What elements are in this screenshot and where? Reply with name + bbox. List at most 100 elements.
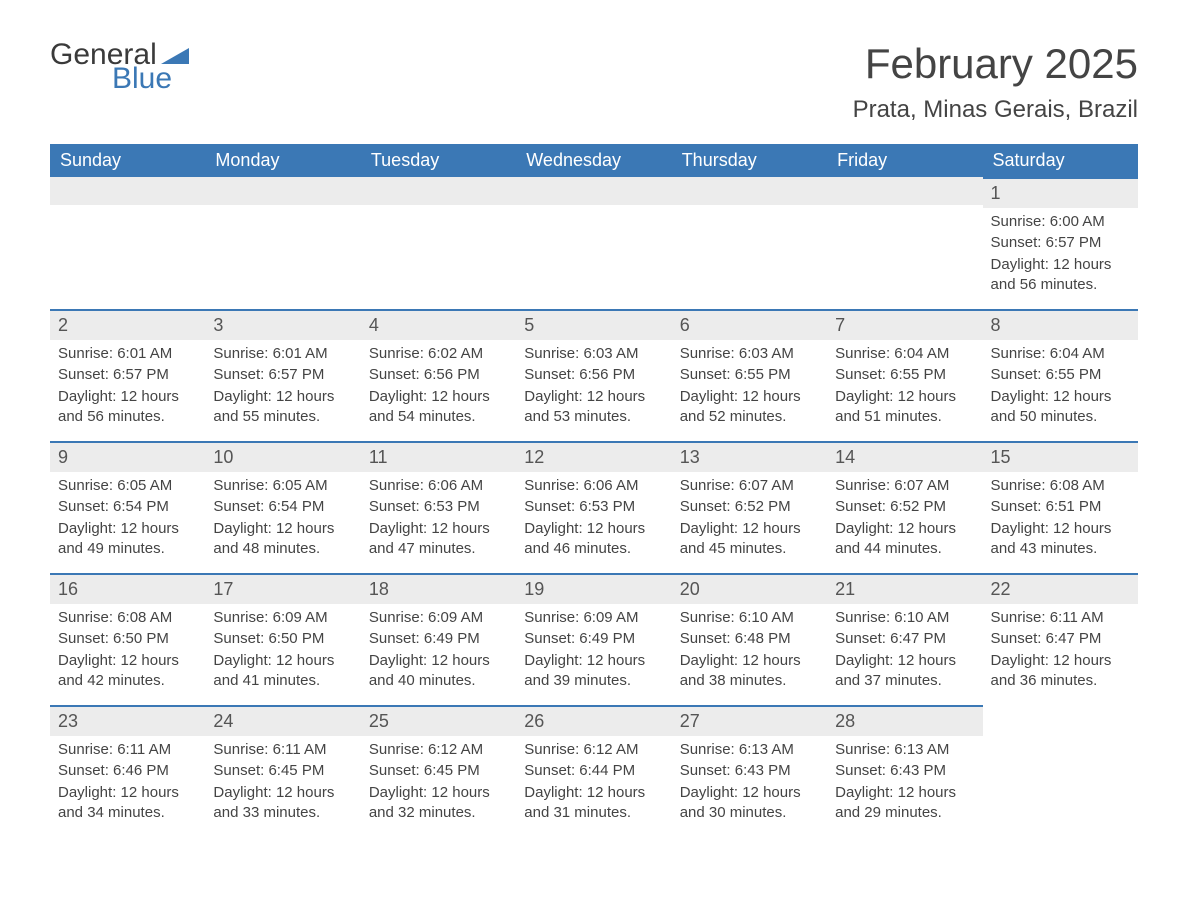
calendar-cell: 3 Sunrise: 6:01 AMSunset: 6:57 PMDaylight… xyxy=(205,309,360,441)
weekday-header: Friday xyxy=(827,144,982,177)
sunset-text: Sunset: 6:47 PM xyxy=(835,629,974,649)
day-details: Sunrise: 6:08 AMSunset: 6:50 PMDaylight:… xyxy=(50,604,205,702)
page-title: February 2025 xyxy=(853,40,1138,88)
calendar-cell: 24Sunrise: 6:11 AMSunset: 6:45 PMDayligh… xyxy=(205,705,360,837)
day-details: Sunrise: 6:09 AMSunset: 6:49 PMDaylight:… xyxy=(361,604,516,702)
daylight-text: Daylight: 12 hours and 48 minutes. xyxy=(213,519,352,560)
day-details: Sunrise: 6:00 AMSunset: 6:57 PMDaylight:… xyxy=(983,208,1138,306)
day-number: 2 xyxy=(50,309,205,340)
day-details: Sunrise: 6:11 AMSunset: 6:46 PMDaylight:… xyxy=(50,736,205,834)
sunset-text: Sunset: 6:48 PM xyxy=(680,629,819,649)
weekday-header: Sunday xyxy=(50,144,205,177)
day-number: 16 xyxy=(50,573,205,604)
empty-leading xyxy=(672,177,827,205)
day-details: Sunrise: 6:13 AMSunset: 6:43 PMDaylight:… xyxy=(672,736,827,834)
sunset-text: Sunset: 6:52 PM xyxy=(835,497,974,517)
day-number: 25 xyxy=(361,705,516,736)
title-block: February 2025 Prata, Minas Gerais, Brazi… xyxy=(853,40,1138,124)
day-number: 17 xyxy=(205,573,360,604)
calendar-cell: 6Sunrise: 6:03 AMSunset: 6:55 PMDaylight… xyxy=(672,309,827,441)
sunrise-text: Sunrise: 6:01 AM xyxy=(213,344,352,364)
sunset-text: Sunset: 6:43 PM xyxy=(680,761,819,781)
day-number: 21 xyxy=(827,573,982,604)
empty-leading xyxy=(50,177,205,205)
day-details: Sunrise: 6:03 AMSunset: 6:56 PMDaylight:… xyxy=(516,340,671,438)
sunrise-text: Sunrise: 6:05 AM xyxy=(58,476,197,496)
day-number: 3 xyxy=(205,309,360,340)
sunset-text: Sunset: 6:54 PM xyxy=(58,497,197,517)
weekday-header: Saturday xyxy=(983,144,1138,177)
daylight-text: Daylight: 12 hours and 47 minutes. xyxy=(369,519,508,560)
daylight-text: Daylight: 12 hours and 36 minutes. xyxy=(991,651,1130,692)
sunset-text: Sunset: 6:46 PM xyxy=(58,761,197,781)
sunrise-text: Sunrise: 6:02 AM xyxy=(369,344,508,364)
calendar-cell: 25Sunrise: 6:12 AMSunset: 6:45 PMDayligh… xyxy=(361,705,516,837)
daylight-text: Daylight: 12 hours and 43 minutes. xyxy=(991,519,1130,560)
sunset-text: Sunset: 6:50 PM xyxy=(58,629,197,649)
sunrise-text: Sunrise: 6:05 AM xyxy=(213,476,352,496)
day-number: 14 xyxy=(827,441,982,472)
calendar-cell: 12Sunrise: 6:06 AMSunset: 6:53 PMDayligh… xyxy=(516,441,671,573)
calendar-cell: 9Sunrise: 6:05 AMSunset: 6:54 PMDaylight… xyxy=(50,441,205,573)
calendar-table: Sunday Monday Tuesday Wednesday Thursday… xyxy=(50,144,1138,837)
day-number: 18 xyxy=(361,573,516,604)
calendar-cell xyxy=(361,177,516,309)
calendar-cell: 23Sunrise: 6:11 AMSunset: 6:46 PMDayligh… xyxy=(50,705,205,837)
day-number: 28 xyxy=(827,705,982,736)
calendar-cell: 13Sunrise: 6:07 AMSunset: 6:52 PMDayligh… xyxy=(672,441,827,573)
weekday-header: Thursday xyxy=(672,144,827,177)
day-details: Sunrise: 6:07 AMSunset: 6:52 PMDaylight:… xyxy=(827,472,982,570)
weekday-header-row: Sunday Monday Tuesday Wednesday Thursday… xyxy=(50,144,1138,177)
day-details: Sunrise: 6:13 AMSunset: 6:43 PMDaylight:… xyxy=(827,736,982,834)
sunset-text: Sunset: 6:45 PM xyxy=(369,761,508,781)
day-details: Sunrise: 6:07 AMSunset: 6:52 PMDaylight:… xyxy=(672,472,827,570)
sunset-text: Sunset: 6:56 PM xyxy=(524,365,663,385)
sunset-text: Sunset: 6:43 PM xyxy=(835,761,974,781)
daylight-text: Daylight: 12 hours and 55 minutes. xyxy=(213,387,352,428)
day-number: 12 xyxy=(516,441,671,472)
daylight-text: Daylight: 12 hours and 29 minutes. xyxy=(835,783,974,824)
sunset-text: Sunset: 6:55 PM xyxy=(680,365,819,385)
calendar-cell: 5Sunrise: 6:03 AMSunset: 6:56 PMDaylight… xyxy=(516,309,671,441)
daylight-text: Daylight: 12 hours and 42 minutes. xyxy=(58,651,197,692)
sunset-text: Sunset: 6:44 PM xyxy=(524,761,663,781)
sunset-text: Sunset: 6:57 PM xyxy=(213,365,352,385)
day-details: Sunrise: 6:08 AMSunset: 6:51 PMDaylight:… xyxy=(983,472,1138,570)
empty-leading xyxy=(827,177,982,205)
daylight-text: Daylight: 12 hours and 41 minutes. xyxy=(213,651,352,692)
weekday-header: Wednesday xyxy=(516,144,671,177)
calendar-week-row: 1Sunrise: 6:00 AMSunset: 6:57 PMDaylight… xyxy=(50,177,1138,309)
calendar-week-row: 9Sunrise: 6:05 AMSunset: 6:54 PMDaylight… xyxy=(50,441,1138,573)
daylight-text: Daylight: 12 hours and 33 minutes. xyxy=(213,783,352,824)
sunrise-text: Sunrise: 6:12 AM xyxy=(369,740,508,760)
sunrise-text: Sunrise: 6:13 AM xyxy=(680,740,819,760)
sunrise-text: Sunrise: 6:08 AM xyxy=(58,608,197,628)
calendar-cell: 1Sunrise: 6:00 AMSunset: 6:57 PMDaylight… xyxy=(983,177,1138,309)
calendar-cell xyxy=(983,705,1138,837)
day-number: 1 xyxy=(983,177,1138,208)
day-number: 24 xyxy=(205,705,360,736)
day-number: 4 xyxy=(361,309,516,340)
day-number: 23 xyxy=(50,705,205,736)
day-details: Sunrise: 6:12 AMSunset: 6:45 PMDaylight:… xyxy=(361,736,516,834)
daylight-text: Daylight: 12 hours and 52 minutes. xyxy=(680,387,819,428)
sunrise-text: Sunrise: 6:09 AM xyxy=(524,608,663,628)
daylight-text: Daylight: 12 hours and 38 minutes. xyxy=(680,651,819,692)
sunrise-text: Sunrise: 6:09 AM xyxy=(213,608,352,628)
calendar-cell: 26Sunrise: 6:12 AMSunset: 6:44 PMDayligh… xyxy=(516,705,671,837)
calendar-cell xyxy=(827,177,982,309)
day-details: Sunrise: 6:05 AMSunset: 6:54 PMDaylight:… xyxy=(205,472,360,570)
daylight-text: Daylight: 12 hours and 34 minutes. xyxy=(58,783,197,824)
sunset-text: Sunset: 6:49 PM xyxy=(369,629,508,649)
sunset-text: Sunset: 6:47 PM xyxy=(991,629,1130,649)
weekday-header: Monday xyxy=(205,144,360,177)
daylight-text: Daylight: 12 hours and 30 minutes. xyxy=(680,783,819,824)
daylight-text: Daylight: 12 hours and 56 minutes. xyxy=(58,387,197,428)
day-details: Sunrise: 6:06 AMSunset: 6:53 PMDaylight:… xyxy=(516,472,671,570)
day-details: Sunrise: 6:12 AMSunset: 6:44 PMDaylight:… xyxy=(516,736,671,834)
calendar-cell: 28Sunrise: 6:13 AMSunset: 6:43 PMDayligh… xyxy=(827,705,982,837)
day-number: 11 xyxy=(361,441,516,472)
day-details: Sunrise: 6:10 AMSunset: 6:47 PMDaylight:… xyxy=(827,604,982,702)
sunset-text: Sunset: 6:57 PM xyxy=(991,233,1130,253)
location: Prata, Minas Gerais, Brazil xyxy=(853,96,1138,124)
